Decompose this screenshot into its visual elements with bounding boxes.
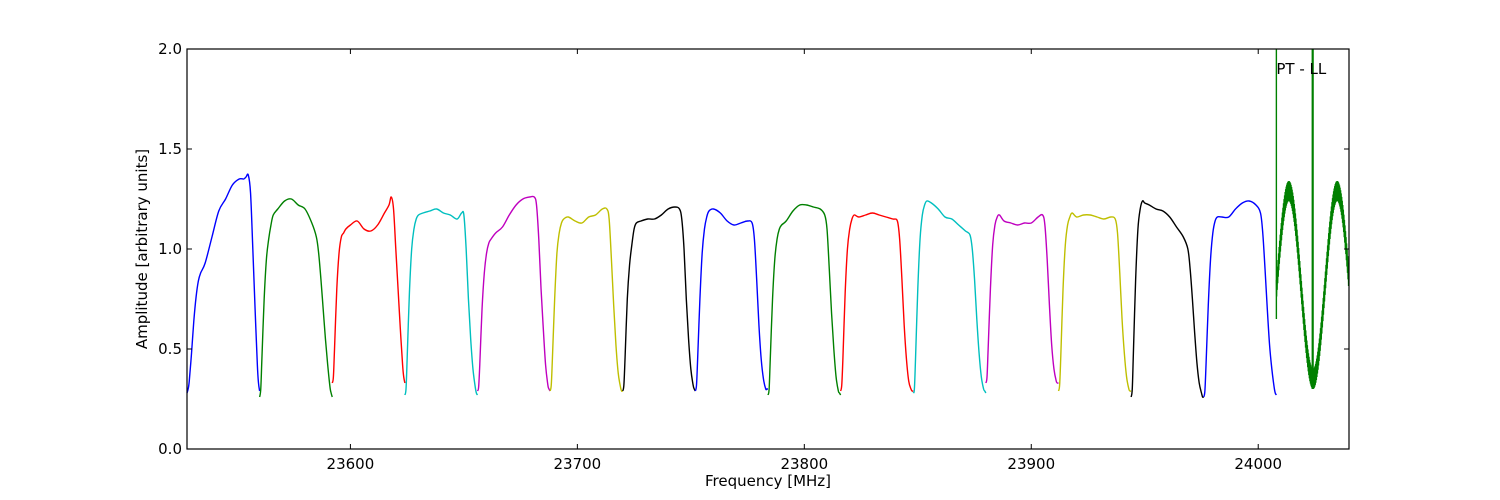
x-tick-label: 23800 [780, 455, 828, 473]
ticks-layer: 23600 23700 23800 23900 24000 0.0 0.5 1.0 1.5 2.0 [158, 40, 1349, 473]
series-line-band-9 [767, 203, 842, 396]
y-tick-label: 0.5 [158, 340, 182, 358]
series-layer [186, 49, 1349, 398]
series-line-band-3 [331, 196, 406, 384]
pt-ll-annotation: PT - LL [1276, 60, 1327, 78]
x-tick-label: 24000 [1234, 455, 1282, 473]
series-line-band-5 [476, 195, 551, 392]
y-tick-label: 2.0 [158, 40, 182, 58]
series-line-band-14 [1130, 200, 1205, 398]
x-axis-label: Frequency [MHz] [705, 472, 831, 490]
plot-frame [186, 48, 1350, 450]
x-tick-label: 23700 [554, 455, 602, 473]
y-tick-label: 1.5 [158, 140, 182, 158]
x-tick-label: 23900 [1007, 455, 1055, 473]
pt-ll-series [1275, 49, 1349, 389]
series-line-band-1 [186, 173, 261, 394]
series-line-band-4 [404, 208, 479, 396]
y-tick-label: 1.0 [158, 240, 182, 258]
y-tick-label: 0.0 [158, 440, 182, 458]
series-line-band-2 [258, 198, 333, 398]
series-line-band-10 [839, 212, 914, 392]
series-line-band-6 [549, 207, 624, 392]
y-axis-label: Amplitude [arbitrary units] [133, 149, 151, 349]
series-line-band-11 [912, 200, 987, 394]
series-line-band-15 [1203, 200, 1277, 398]
series-line-band-12 [985, 213, 1059, 384]
x-tick-label: 23600 [327, 455, 375, 473]
series-line-band-13 [1057, 212, 1132, 392]
series-line-band-7 [622, 206, 696, 392]
series-line-band-8 [694, 208, 768, 392]
